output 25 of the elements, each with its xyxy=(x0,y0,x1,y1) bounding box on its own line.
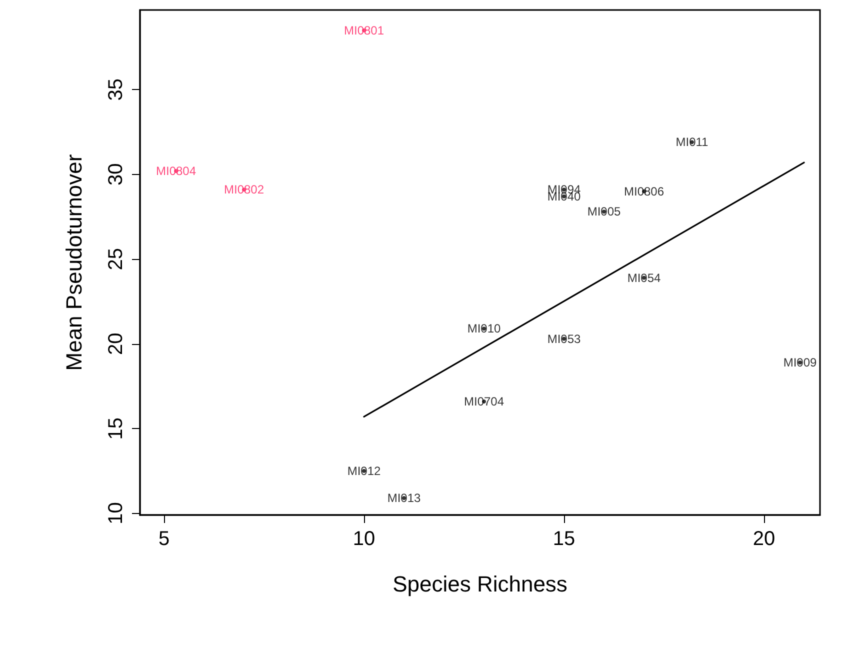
data-label: MI010 xyxy=(467,322,501,336)
x-axis-title: Species Richness xyxy=(392,572,568,596)
y-tick-label: 25 xyxy=(105,248,127,270)
x-tick-label: 15 xyxy=(552,528,576,550)
y-tick-label: 30 xyxy=(105,163,127,186)
y-tick-label: 20 xyxy=(105,332,127,355)
data-label: MI011 xyxy=(676,135,709,150)
data-label: MI012 xyxy=(347,464,381,478)
data-label: MI0801 xyxy=(344,23,384,38)
data-label: MI053 xyxy=(547,332,581,346)
data-label: MI0704 xyxy=(464,394,504,408)
data-label: MI0804 xyxy=(156,164,196,178)
x-tick-label: 20 xyxy=(752,528,776,550)
data-label: MI009 xyxy=(783,355,817,370)
data-label: MI013 xyxy=(387,491,421,506)
y-tick-label: 15 xyxy=(105,417,127,440)
data-label: MI0802 xyxy=(224,182,264,197)
y-tick-label: 10 xyxy=(105,502,127,524)
x-tick-label: 10 xyxy=(352,528,376,550)
data-label: MI0806 xyxy=(624,184,664,198)
x-tick-label: 5 xyxy=(158,528,170,550)
data-label: MI054 xyxy=(627,270,661,285)
data-label: MI005 xyxy=(587,204,621,219)
y-tick-label: 35 xyxy=(105,78,127,101)
y-axis-title: Mean Pseudoturnover xyxy=(62,154,86,371)
